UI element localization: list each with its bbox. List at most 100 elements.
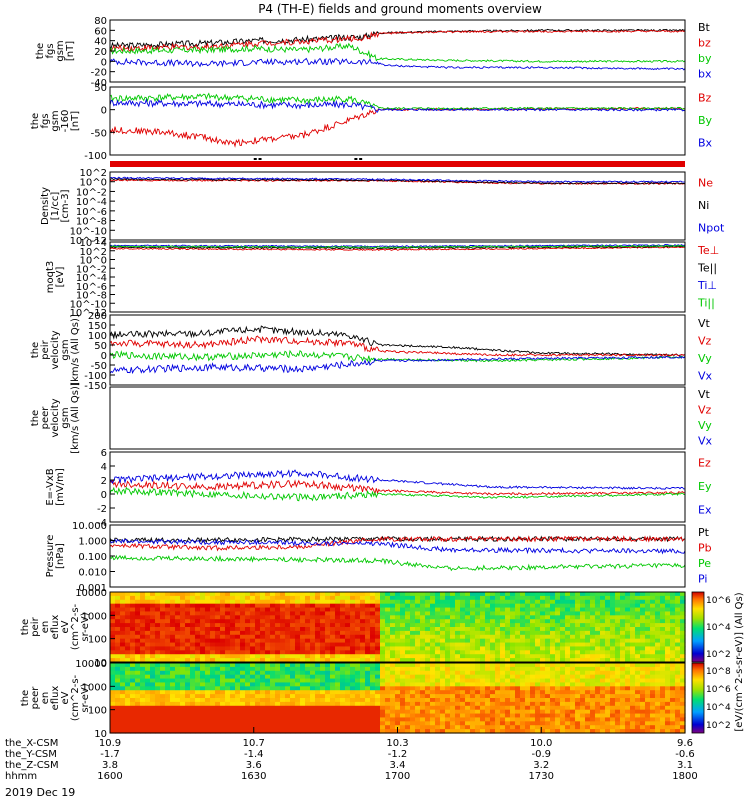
heatmap-cell (530, 701, 536, 707)
heatmap-cell (495, 725, 501, 730)
heatmap-cell (390, 663, 396, 668)
heatmap-cell (385, 615, 391, 620)
heatmap-cell (665, 592, 671, 597)
heatmap-cell (420, 674, 426, 680)
heatmap-cell (365, 713, 371, 719)
heatmap-cell (285, 638, 291, 644)
heatmap-cell (150, 670, 156, 676)
heatmap-cell (155, 658, 161, 663)
heatmap-cell (445, 701, 451, 707)
heatmap-cell (435, 603, 441, 609)
heatmap-cell (565, 690, 571, 695)
heatmap-cell (280, 634, 286, 640)
heatmap-cell (660, 646, 666, 651)
heatmap-cell (325, 654, 331, 659)
heatmap-cell (550, 623, 556, 628)
heatmap-cell (400, 705, 406, 711)
heatmap-cell (390, 592, 396, 597)
series-line-red (109, 106, 686, 148)
heatmap-cell (365, 721, 371, 726)
heatmap-cell (395, 634, 401, 640)
heatmap-cell (675, 607, 681, 613)
heatmap-cell (285, 725, 291, 730)
heatmap-cell (420, 705, 426, 711)
heatmap-cell (220, 603, 226, 609)
heatmap-cell (425, 603, 431, 609)
colorbar-label: [eV/(cm^2-s-sr-eV)] (All Qs) (734, 592, 745, 731)
heatmap-cell (640, 674, 646, 680)
heatmap-cell (205, 627, 211, 632)
heatmap-cell (495, 595, 501, 601)
heatmap-cell (475, 701, 481, 707)
heatmap-cell (535, 592, 541, 597)
heatmap-cell (580, 611, 586, 616)
heatmap-cell (645, 595, 651, 601)
heatmap-cell (295, 690, 301, 695)
heatmap-cell (605, 721, 611, 726)
heatmap-cell (665, 666, 671, 672)
heatmap-cell (300, 658, 306, 663)
heatmap-cell (280, 729, 286, 734)
heatmap-cell (615, 615, 621, 620)
heatmap-cell (575, 658, 581, 663)
panel-frame (109, 591, 686, 663)
heatmap-cell (225, 630, 231, 636)
heatmap-cell (550, 666, 556, 672)
heatmap-cell (115, 721, 121, 726)
heatmap-cell (320, 599, 326, 605)
heatmap-cell (510, 603, 516, 609)
heatmap-cell (190, 663, 196, 668)
heatmap-cell (645, 615, 651, 620)
heatmap-cell (140, 611, 146, 616)
heatmap-cell (120, 646, 126, 651)
heatmap-cell (190, 729, 196, 734)
heatmap-cell (665, 701, 671, 707)
heatmap-cell (620, 686, 626, 691)
heatmap-cell (120, 701, 126, 707)
heatmap-cell (440, 670, 446, 676)
heatmap-cell (415, 607, 421, 613)
heatmap-cell (385, 682, 391, 687)
heatmap-cell (515, 607, 521, 613)
heatmap-cell (615, 725, 621, 730)
heatmap-cell (415, 646, 421, 651)
heatmap-cell (620, 634, 626, 640)
heatmap-cell (375, 713, 381, 719)
heatmap-cell (620, 705, 626, 711)
heatmap-cell (225, 678, 231, 684)
heatmap-cell (470, 709, 476, 715)
heatmap-cell (130, 615, 136, 620)
heatmap-cell (575, 638, 581, 644)
heatmap-cell (145, 607, 151, 613)
heatmap-cell (550, 682, 556, 687)
heatmap-cell (375, 682, 381, 687)
heatmap-cell (310, 634, 316, 640)
heatmap-cell (665, 682, 671, 687)
heatmap-cell (210, 603, 216, 609)
heatmap-cell (675, 709, 681, 715)
heatmap-cell (490, 615, 496, 620)
heatmap-cell (155, 630, 161, 636)
heatmap-cell (310, 705, 316, 711)
heatmap-cell (125, 705, 131, 711)
heatmap-cell (570, 607, 576, 613)
heatmap-cell (305, 713, 311, 719)
heatmap-cell (480, 658, 486, 663)
heatmap-cell (460, 623, 466, 628)
heatmap-cell (485, 595, 491, 601)
heatmap-cell (615, 627, 621, 632)
heatmap-cell (555, 603, 561, 609)
heatmap-cell (670, 646, 676, 651)
heatmap-cell (300, 725, 306, 730)
heatmap-cell (290, 725, 296, 730)
heatmap-cell (420, 638, 426, 644)
heatmap-cell (270, 658, 276, 663)
heatmap-cell (285, 619, 291, 624)
heatmap-cell (385, 592, 391, 597)
heatmap-cell (140, 729, 146, 734)
heatmap-cell (455, 694, 461, 699)
heatmap-cell (125, 607, 131, 613)
heatmap-cell (285, 713, 291, 719)
heatmap-cell (375, 638, 381, 644)
heatmap-cell (625, 701, 631, 707)
